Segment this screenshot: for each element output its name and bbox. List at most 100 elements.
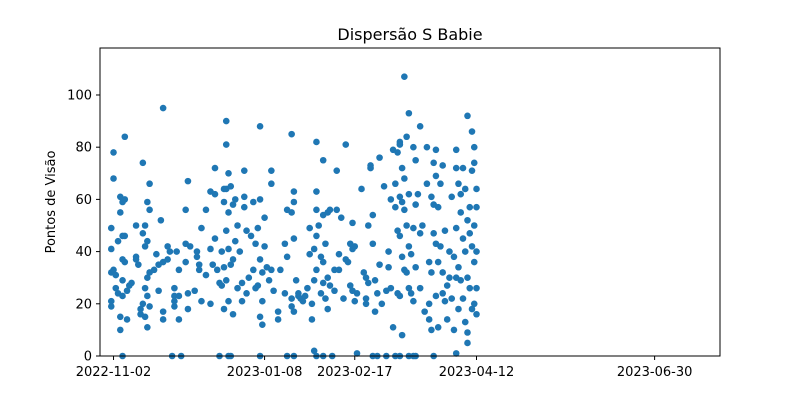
data-point <box>464 339 471 347</box>
data-point <box>202 271 210 279</box>
data-point <box>193 253 201 261</box>
data-point <box>146 303 153 310</box>
data-point <box>153 250 160 258</box>
data-point <box>457 190 465 198</box>
data-point <box>159 308 167 315</box>
data-point <box>225 297 232 305</box>
data-point <box>461 185 469 193</box>
data-point <box>371 308 379 315</box>
data-point <box>281 290 289 297</box>
data-point <box>304 284 311 292</box>
data-point <box>396 141 404 148</box>
data-point <box>432 146 440 154</box>
x-tick-label: 2023-02-17 <box>317 365 393 380</box>
data-point <box>459 235 467 242</box>
data-point <box>292 277 300 284</box>
data-point <box>164 256 171 263</box>
data-point <box>119 277 126 284</box>
data-point <box>468 128 476 135</box>
data-point <box>155 287 162 295</box>
data-point <box>322 295 329 302</box>
data-point <box>466 284 474 292</box>
data-point <box>112 271 120 279</box>
data-point <box>376 261 383 268</box>
data-point <box>254 224 262 232</box>
data-point <box>231 196 239 203</box>
data-point <box>337 214 345 221</box>
data-point <box>243 227 250 235</box>
data-point <box>256 256 264 263</box>
plot-frame <box>99 47 721 357</box>
data-point <box>240 193 248 201</box>
data-point <box>139 159 147 167</box>
data-point <box>229 201 237 208</box>
data-point <box>268 266 275 274</box>
data-point <box>121 133 129 141</box>
data-point <box>313 206 320 214</box>
data-point <box>254 282 262 289</box>
data-point <box>401 175 408 182</box>
data-point <box>430 159 437 167</box>
data-point <box>319 258 327 266</box>
data-point <box>455 305 462 313</box>
data-point <box>159 104 167 112</box>
data-point <box>182 258 189 266</box>
data-point <box>473 284 480 292</box>
data-point <box>342 141 350 148</box>
data-point <box>144 323 151 331</box>
data-point <box>439 290 446 297</box>
data-point <box>351 297 359 305</box>
data-point <box>326 282 334 289</box>
data-point <box>324 305 332 313</box>
data-point <box>452 350 460 357</box>
x-tick-label: 2023-06-30 <box>617 365 693 380</box>
data-point <box>412 156 419 164</box>
data-point <box>364 222 372 229</box>
data-point <box>270 287 277 295</box>
data-point <box>333 167 341 174</box>
data-point <box>211 235 219 242</box>
data-point <box>349 219 356 227</box>
data-point <box>473 203 480 211</box>
data-point <box>184 290 192 297</box>
data-point <box>288 295 295 302</box>
data-point <box>340 295 347 302</box>
data-point <box>110 266 117 274</box>
data-point <box>229 256 237 263</box>
data-point <box>146 180 153 188</box>
data-point <box>256 313 264 321</box>
data-point <box>218 248 226 255</box>
data-point <box>116 326 124 334</box>
data-point <box>470 159 478 167</box>
data-point <box>369 240 377 248</box>
data-point <box>319 156 327 164</box>
data-point <box>173 248 180 255</box>
data-point <box>308 300 316 308</box>
data-point <box>398 331 406 339</box>
data-point <box>112 284 120 292</box>
data-point <box>139 300 147 308</box>
data-point <box>283 253 291 261</box>
data-point <box>432 292 440 300</box>
y-tick-label: 100 <box>67 88 92 103</box>
data-point <box>116 313 124 321</box>
data-point <box>434 258 442 266</box>
data-point <box>225 169 232 177</box>
data-point <box>367 162 374 169</box>
data-point <box>405 190 413 198</box>
y-tick-label: 80 <box>75 141 92 156</box>
data-point <box>220 305 228 313</box>
data-point <box>473 248 480 255</box>
data-point <box>407 290 415 297</box>
data-point <box>335 266 343 274</box>
data-point <box>407 250 415 258</box>
data-point <box>403 269 410 276</box>
data-point <box>184 305 192 313</box>
data-point <box>234 284 241 292</box>
data-point <box>319 279 327 287</box>
data-point <box>243 290 250 297</box>
data-point <box>380 183 388 190</box>
data-point <box>385 263 392 271</box>
data-point <box>412 263 419 271</box>
data-point <box>290 188 298 195</box>
